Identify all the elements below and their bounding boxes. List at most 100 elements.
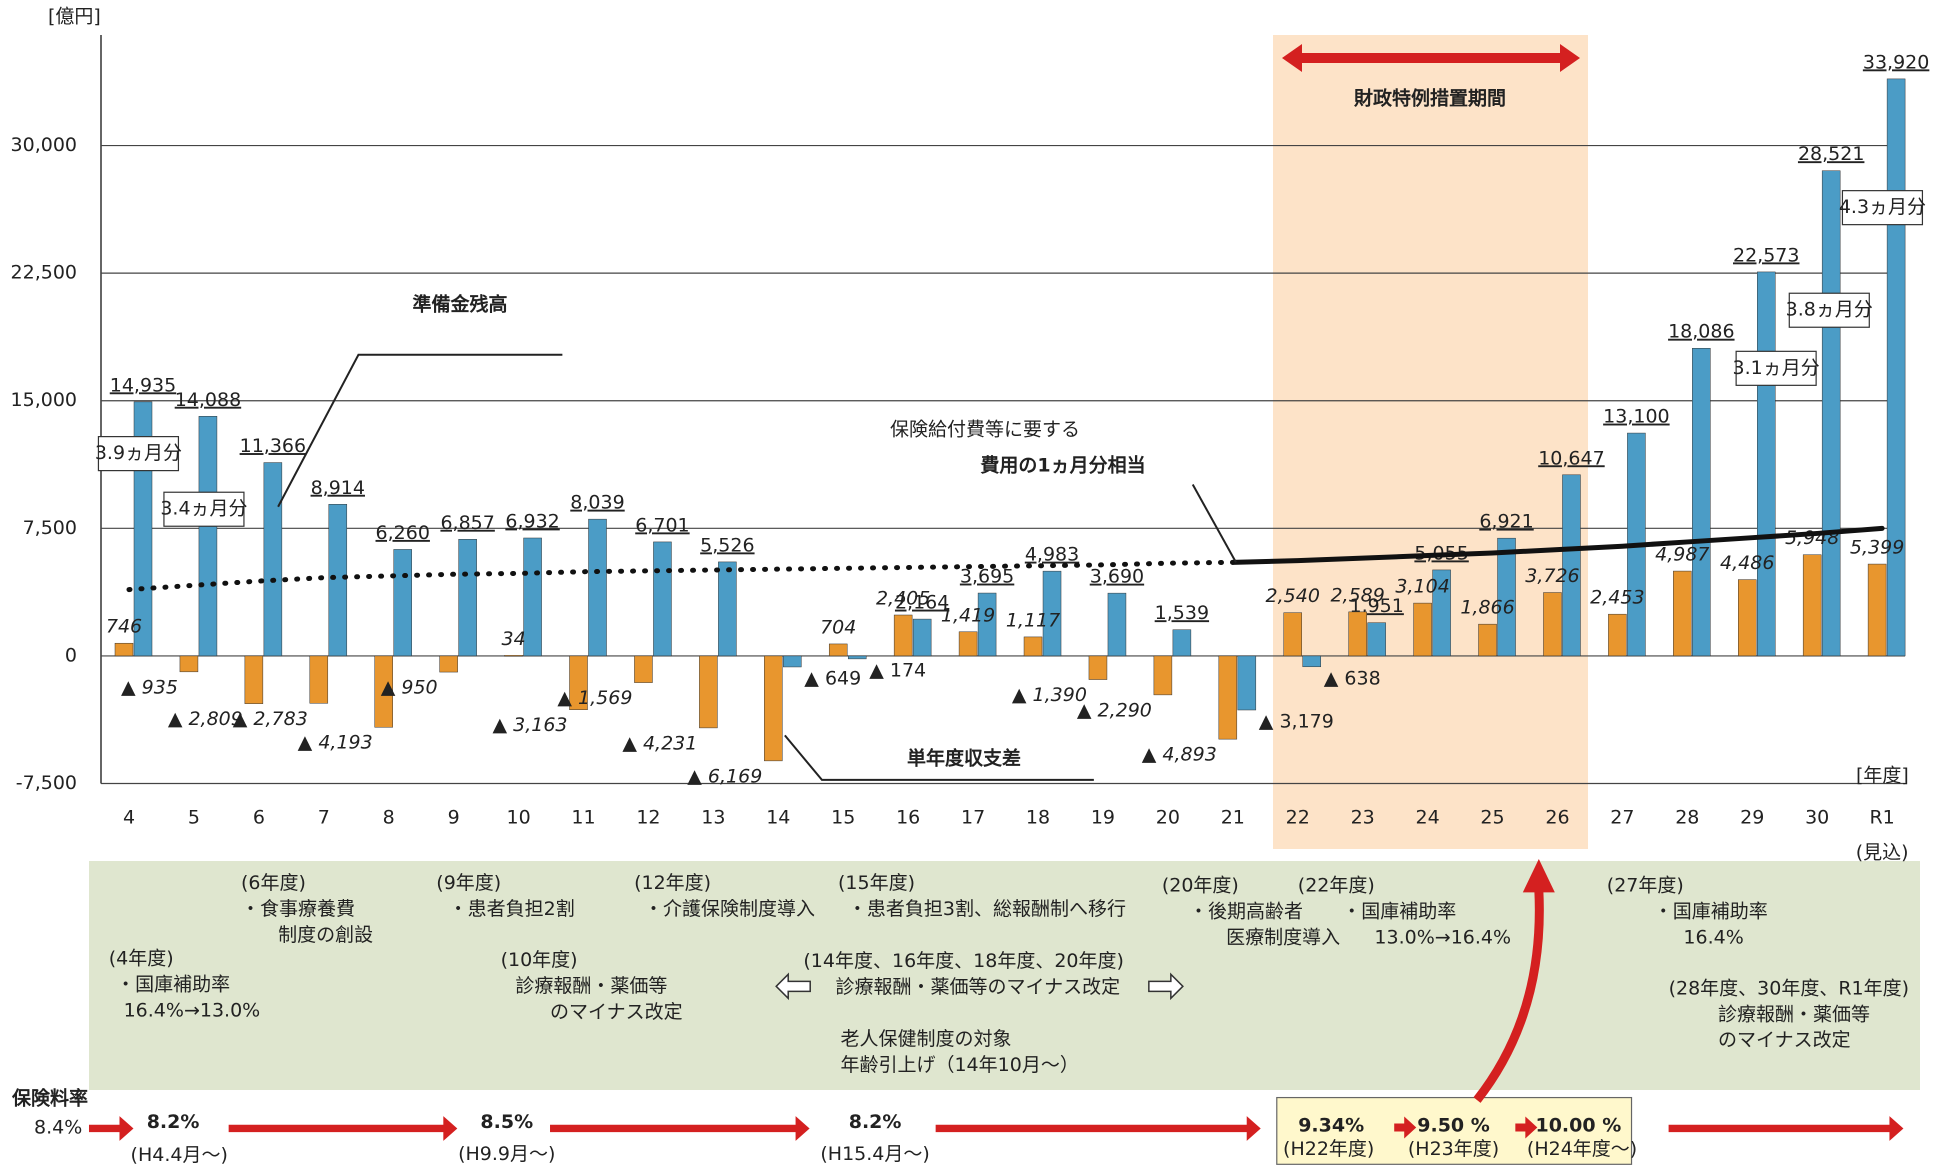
x-tick-label: 6 xyxy=(253,807,265,829)
note-line: 診療報酬・薬価等のマイナス改定 xyxy=(836,976,1121,998)
bar xyxy=(328,504,348,657)
period-arrow xyxy=(1282,44,1580,72)
rate-title: 保険料率 xyxy=(11,1087,88,1110)
x-tick-label: 8 xyxy=(383,807,395,829)
bar xyxy=(179,655,199,673)
value-label: 3,690 xyxy=(1090,566,1144,588)
x-tick-label: R1 xyxy=(1869,807,1894,829)
y-tick-label: 15,000 xyxy=(11,389,77,411)
value-label: ▲ 950 xyxy=(381,677,438,699)
x-tick-label: 18 xyxy=(1026,807,1050,829)
value-label: 10,647 xyxy=(1538,447,1604,469)
bar xyxy=(699,655,718,729)
value-label: 6,701 xyxy=(635,514,689,536)
value-label: 34 xyxy=(501,628,525,650)
x-tick-label: 10 xyxy=(506,807,530,829)
bar xyxy=(244,655,264,704)
bar xyxy=(1023,636,1043,657)
bar xyxy=(458,539,477,657)
x-tick-label: 11 xyxy=(571,807,595,829)
value-label: 5,526 xyxy=(700,534,754,556)
bar xyxy=(1153,655,1173,696)
value-label: 4,983 xyxy=(1025,544,1079,566)
bar xyxy=(1283,612,1302,657)
rate-value: 8.2% xyxy=(849,1111,902,1133)
x-tick-label: 29 xyxy=(1740,807,1764,829)
bar xyxy=(977,592,997,657)
note-line: 医療制度導入 xyxy=(1226,927,1340,949)
x-tick-label: 16 xyxy=(896,807,920,829)
period-label: 財政特例措置期間 xyxy=(1354,87,1506,110)
bar xyxy=(504,655,523,657)
rate-from: (H24年度～) xyxy=(1527,1138,1637,1160)
value-label: 14,088 xyxy=(175,389,241,411)
line-label: 保険給付費等に要する xyxy=(890,419,1080,441)
x-tick-label: 30 xyxy=(1805,807,1829,829)
bar xyxy=(114,642,134,657)
note-line: (22年度) xyxy=(1298,875,1375,897)
value-label: 1,539 xyxy=(1155,602,1209,624)
value-label: 13,100 xyxy=(1603,406,1669,428)
rate-arrow xyxy=(550,1116,810,1141)
rate-value: 9.50 % xyxy=(1417,1114,1490,1136)
month-note: 3.9ヵ月分 xyxy=(95,442,182,464)
value-label: 22,573 xyxy=(1733,244,1799,266)
note-line: 13.0%→16.4% xyxy=(1374,927,1511,949)
note-line: (4年度) xyxy=(109,948,174,970)
note-line: (9年度) xyxy=(436,872,501,894)
series-label: 単年度収支差 xyxy=(907,747,1021,770)
x-unit: [年度] xyxy=(1856,765,1909,787)
bar xyxy=(1218,655,1238,740)
bar xyxy=(912,618,932,657)
month-note-box xyxy=(97,436,180,472)
value-label: 8,914 xyxy=(311,477,365,499)
x-tick-label: 13 xyxy=(701,807,725,829)
rate-value: 8.2% xyxy=(147,1111,200,1133)
bar xyxy=(263,462,283,657)
x-tick-label: 12 xyxy=(636,807,660,829)
curve-arrow-head xyxy=(1522,859,1555,893)
note-line: 老人保健制度の対象 xyxy=(840,1028,1011,1050)
y-tick-label: 30,000 xyxy=(11,134,77,156)
value-label: 1,866 xyxy=(1460,597,1514,619)
bar xyxy=(1738,579,1757,657)
series-label: 準備金残高 xyxy=(412,293,507,316)
note-line: ・患者負担3割、総報酬制へ移行 xyxy=(848,898,1126,920)
value-label: ▲ 174 xyxy=(869,659,926,681)
x-tick-label: 24 xyxy=(1416,807,1440,829)
note-line: 診療報酬・薬価等 xyxy=(515,975,667,997)
rate-from: (H22年度) xyxy=(1283,1138,1374,1160)
x-tick-label: 19 xyxy=(1091,807,1115,829)
x-tick-label: 15 xyxy=(831,807,855,829)
note-line: ・国庫補助率 xyxy=(1342,901,1456,923)
note-line: 制度の創設 xyxy=(278,924,373,946)
bar xyxy=(439,655,458,673)
bar xyxy=(588,518,607,657)
y-tick-label: 7,500 xyxy=(23,517,77,539)
period-band xyxy=(1273,35,1588,849)
bar xyxy=(1562,474,1581,657)
x-tick-label: 20 xyxy=(1156,807,1180,829)
bar xyxy=(1692,347,1711,657)
value-label: 2,589 xyxy=(1330,584,1384,606)
note-line: のマイナス改定 xyxy=(550,1001,683,1023)
note-line: 16.4% xyxy=(1683,927,1743,949)
value-label: 2,405 xyxy=(876,588,930,610)
rate-from: (H4.4月～) xyxy=(131,1144,228,1166)
month-note: 3.4ヵ月分 xyxy=(160,498,247,520)
bar xyxy=(1172,629,1192,657)
bar xyxy=(1867,563,1887,657)
y-tick-label: -7,500 xyxy=(16,772,77,794)
rate-from: (H9.9月～) xyxy=(458,1143,555,1165)
value-label: ▲ 6,169 xyxy=(687,765,762,787)
value-label: 6,921 xyxy=(1479,511,1533,533)
x-tick-label: 4 xyxy=(123,807,135,829)
value-label: ▲ 2,783 xyxy=(233,708,308,730)
rate-value: 9.34% xyxy=(1298,1114,1364,1136)
value-label: 14,935 xyxy=(110,374,176,396)
bar xyxy=(374,655,393,728)
bar xyxy=(783,655,802,668)
value-label: 18,086 xyxy=(1668,321,1734,343)
value-label: 6,260 xyxy=(376,522,430,544)
value-label: 4,987 xyxy=(1655,544,1709,566)
